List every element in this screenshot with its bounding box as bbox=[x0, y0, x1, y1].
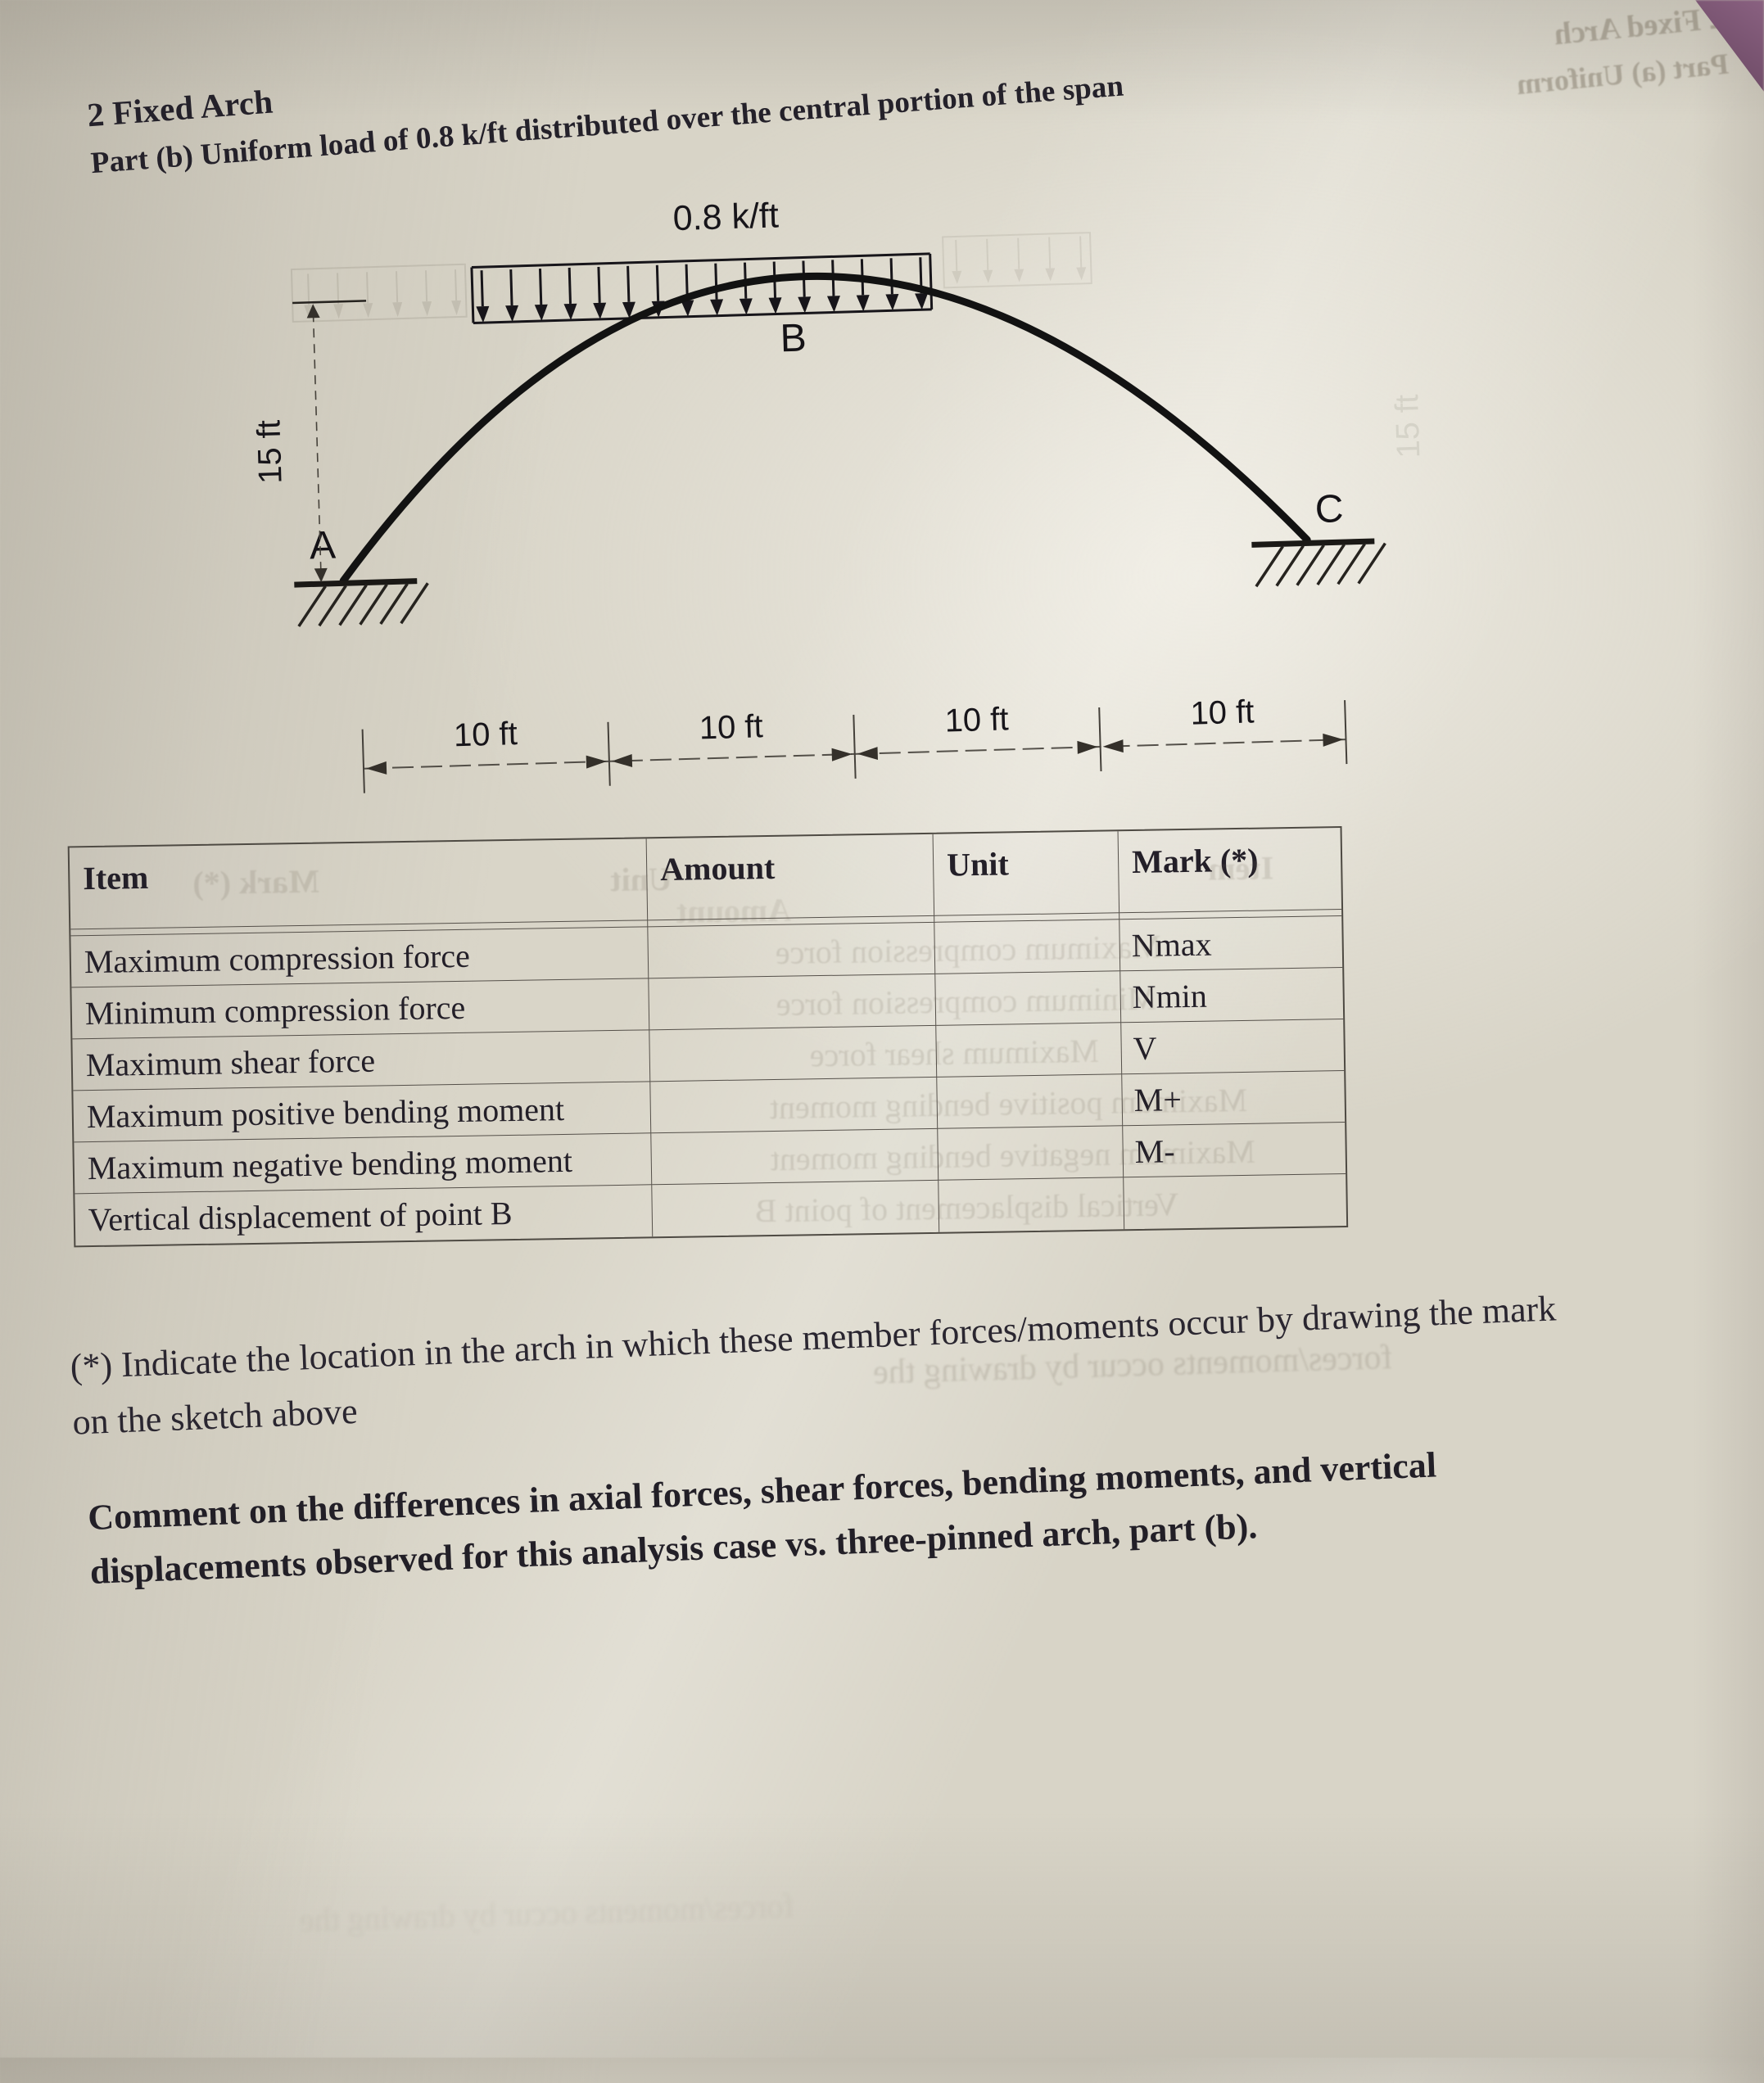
fixed-support-c bbox=[1251, 538, 1386, 588]
fixed-support-a bbox=[294, 578, 429, 627]
table-cell-mark: M- bbox=[1123, 1123, 1346, 1178]
column-header-mark: Mark (*) bbox=[1118, 828, 1342, 914]
column-header-unit: Unit bbox=[933, 831, 1120, 916]
column-header-amount: Amount bbox=[646, 834, 935, 921]
table-cell-mark: V bbox=[1121, 1019, 1345, 1075]
table-cell-unit bbox=[935, 971, 1122, 1026]
footnote: (*) Indicate the location in the arch in… bbox=[70, 1275, 1719, 1451]
load-magnitude-label: 0.8 k/ft bbox=[672, 196, 779, 238]
span-segment-label-1: 10 ft bbox=[453, 716, 518, 753]
table-cell-mark: Nmax bbox=[1119, 916, 1343, 972]
table-cell-amount bbox=[649, 1025, 938, 1082]
results-table: Item Amount Unit Mark (*) Maximum compre… bbox=[67, 826, 1349, 1248]
table-row-item: Maximum positive bending moment bbox=[73, 1082, 652, 1143]
rise-dimension-label: 15 ft bbox=[251, 419, 288, 484]
table-cell-unit bbox=[939, 1177, 1125, 1232]
span-segment-label-3: 10 ft bbox=[944, 701, 1009, 739]
distributed-load-band bbox=[470, 252, 934, 324]
table-cell-mark: M+ bbox=[1122, 1071, 1346, 1127]
bleed-through-text: forces/moments occur by drawing the bbox=[299, 1886, 795, 1939]
span-dimension-line bbox=[361, 700, 1348, 793]
table-row-item: Maximum negative bending moment bbox=[74, 1133, 653, 1195]
arch-curve bbox=[339, 272, 1311, 585]
table-row-item: Maximum shear force bbox=[72, 1030, 651, 1091]
table-cell-unit bbox=[938, 1126, 1124, 1181]
rise-dimension bbox=[292, 300, 367, 583]
comment-prompt: Comment on the differences in axial forc… bbox=[87, 1427, 1720, 1599]
table-row-item: Minimum compression force bbox=[71, 978, 650, 1040]
bleed-load-band-right bbox=[942, 232, 1092, 289]
table-row-item: Vertical displacement of point B bbox=[75, 1185, 654, 1246]
support-c-hatch bbox=[1255, 542, 1386, 588]
table-cell-amount bbox=[648, 922, 936, 979]
table-cell-unit bbox=[934, 920, 1121, 974]
table-cell-unit bbox=[937, 1074, 1124, 1129]
table-row-item: Maximum compression force bbox=[70, 927, 649, 988]
bleed-load-band-left bbox=[290, 263, 468, 323]
bleed-rise-label: 15 ft bbox=[1389, 394, 1427, 459]
table-cell-mark: Nmin bbox=[1120, 968, 1344, 1023]
table-cell-amount bbox=[650, 1077, 939, 1134]
support-a-hatch bbox=[297, 582, 429, 627]
span-segment-label-2: 10 ft bbox=[699, 708, 763, 746]
node-b-label: B bbox=[780, 316, 807, 360]
table-cell-unit bbox=[936, 1023, 1123, 1078]
column-header-item: Item bbox=[69, 838, 649, 930]
node-a-label: A bbox=[309, 524, 337, 568]
span-segment-label-4: 10 ft bbox=[1190, 694, 1255, 731]
table-cell-amount bbox=[649, 974, 937, 1031]
table-cell-mark bbox=[1124, 1174, 1346, 1229]
node-c-label: C bbox=[1314, 487, 1344, 531]
arch-diagram: 0.8 k/ft A B C 15 ft 15 ft 10 ft 10 ft 1… bbox=[251, 196, 1427, 793]
distributed-load-arrows bbox=[476, 257, 929, 323]
table-cell-amount bbox=[652, 1180, 940, 1237]
problem-header: 2 Fixed Arch Part (b) Uniform load of 0.… bbox=[86, 0, 1481, 181]
table-cell-amount bbox=[651, 1128, 939, 1186]
